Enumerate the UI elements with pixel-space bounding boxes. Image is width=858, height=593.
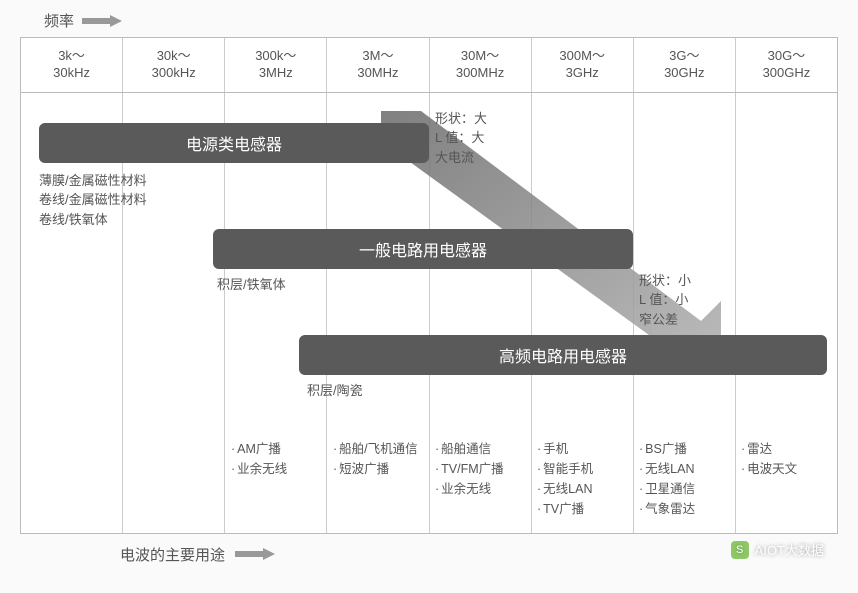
- frequency-header-cell: 30M～300MHz: [429, 38, 531, 92]
- inductor-category-bar: 一般电路用电感器: [213, 229, 633, 269]
- annotation-note: 形状：小L 值：小窄公差: [639, 271, 691, 330]
- annotation-note: 积层/铁氧体: [217, 275, 286, 295]
- inductor-category-bar: 高频电路用电感器: [299, 335, 827, 375]
- application-item: AM广播: [231, 439, 321, 459]
- application-item: 气象雷达: [639, 499, 729, 519]
- application-item: 船舶/飞机通信: [333, 439, 423, 459]
- annotation-note: 薄膜/金属磁性材料卷线/金属磁性材料卷线/铁氧体: [39, 171, 147, 230]
- application-item: BS广播: [639, 439, 729, 459]
- watermark: S AIOT大数据: [731, 540, 824, 559]
- footer-label-text: 电波的主要用途: [120, 544, 225, 565]
- application-column: 雷达电波天文: [735, 439, 837, 519]
- application-item: 业余无线: [435, 479, 525, 499]
- applications-row: AM广播业余无线船舶/飞机通信短波广播船舶通信TV/FM广播业余无线手机智能手机…: [21, 439, 837, 519]
- frequency-header-cell: 300k～3MHz: [224, 38, 326, 92]
- application-item: 无线LAN: [537, 479, 627, 499]
- frequency-label-text: 频率: [44, 10, 74, 31]
- application-item: 智能手机: [537, 459, 627, 479]
- frequency-table: 3k～30kHz30k～300kHz300k～3MHz3M～30MHz30M～3…: [20, 37, 838, 534]
- frequency-axis-label: 频率: [20, 10, 838, 31]
- watermark-icon: S: [731, 541, 749, 559]
- application-column: BS广播无线LAN卫星通信气象雷达: [633, 439, 735, 519]
- frequency-header-cell: 300M～3GHz: [531, 38, 633, 92]
- application-item: 手机: [537, 439, 627, 459]
- application-column: AM广播业余无线: [225, 439, 327, 519]
- frequency-header-cell: 3k～30kHz: [21, 38, 122, 92]
- frequency-header-row: 3k～30kHz30k～300kHz300k～3MHz3M～30MHz30M～3…: [21, 38, 837, 93]
- frequency-header-cell: 3G～30GHz: [633, 38, 735, 92]
- application-item: TV/FM广播: [435, 459, 525, 479]
- frequency-body: AM广播业余无线船舶/飞机通信短波广播船舶通信TV/FM广播业余无线手机智能手机…: [21, 93, 837, 533]
- footer-label: 电波的主要用途: [20, 544, 838, 565]
- frequency-header-cell: 30k～300kHz: [122, 38, 224, 92]
- application-item: 短波广播: [333, 459, 423, 479]
- frequency-header-cell: 3M～30MHz: [326, 38, 428, 92]
- application-item: 卫星通信: [639, 479, 729, 499]
- right-arrow-icon: [235, 548, 275, 560]
- right-arrow-icon: [82, 15, 122, 27]
- watermark-text: AIOT大数据: [755, 540, 824, 559]
- application-item: 雷达: [741, 439, 831, 459]
- application-column: [123, 439, 225, 519]
- application-column: [21, 439, 123, 519]
- application-item: TV广播: [537, 499, 627, 519]
- application-item: 无线LAN: [639, 459, 729, 479]
- application-item: 电波天文: [741, 459, 831, 479]
- application-item: 业余无线: [231, 459, 321, 479]
- application-column: 船舶通信TV/FM广播业余无线: [429, 439, 531, 519]
- application-item: 船舶通信: [435, 439, 525, 459]
- inductor-category-bar: 电源类电感器: [39, 123, 429, 163]
- annotation-note: 形状：大L 值：大大电流: [435, 109, 487, 168]
- annotation-note: 积层/陶瓷: [307, 381, 363, 401]
- application-column: 手机智能手机无线LANTV广播: [531, 439, 633, 519]
- frequency-header-cell: 30G～300GHz: [735, 38, 837, 92]
- application-column: 船舶/飞机通信短波广播: [327, 439, 429, 519]
